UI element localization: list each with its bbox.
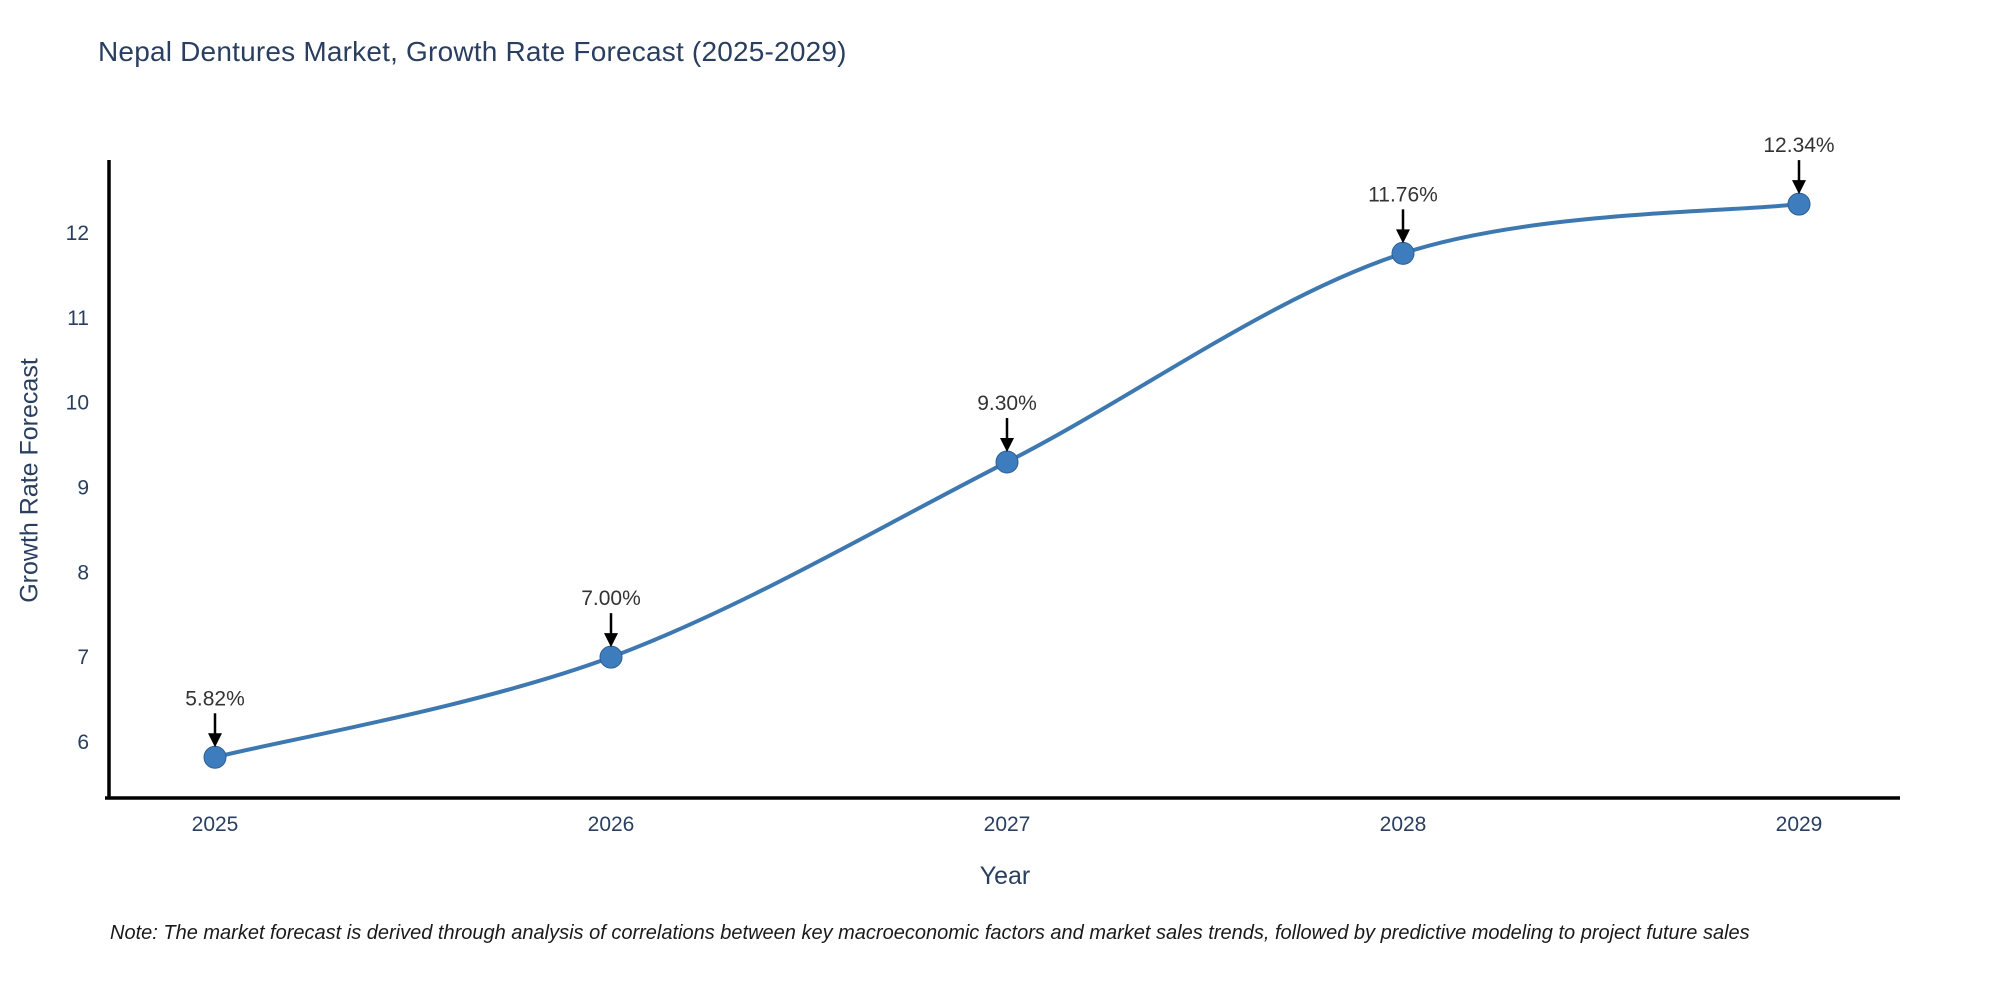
x-tick-label-2026: 2026 (588, 813, 635, 836)
y-tick-label-6: 6 (77, 731, 89, 754)
annotation-arrow-head (1792, 180, 1806, 195)
point-annotation-2027: 9.30% (977, 392, 1037, 415)
data-point-marker-2025 (203, 745, 227, 769)
data-point-marker-2029 (1787, 192, 1811, 216)
x-tick-label-2028: 2028 (1380, 813, 1427, 836)
annotation-arrow-head (1396, 229, 1410, 244)
y-tick-label-10: 10 (66, 392, 89, 415)
y-tick-label-7: 7 (77, 646, 89, 669)
x-tick-label-2027: 2027 (984, 813, 1031, 836)
y-tick-label-8: 8 (77, 561, 89, 584)
point-annotation-2029: 12.34% (1763, 134, 1834, 157)
x-tick-label-2029: 2029 (1776, 813, 1823, 836)
data-point-marker-2026 (599, 645, 623, 669)
annotation-arrow-head (208, 733, 222, 748)
footnote-text: Note: The market forecast is derived thr… (110, 922, 1750, 944)
point-annotation-2026: 7.00% (581, 587, 641, 610)
x-tick-label-2025: 2025 (192, 813, 239, 836)
forecast-line (213, 202, 1801, 760)
y-tick-label-9: 9 (77, 476, 89, 499)
point-annotation-2025: 5.82% (185, 687, 245, 710)
y-tick-label-12: 12 (66, 222, 89, 245)
data-point-marker-2027 (995, 450, 1019, 474)
annotation-arrow-head (1000, 438, 1014, 453)
annotation-arrow-head (604, 633, 618, 648)
x-axis-title: Year (979, 862, 1031, 890)
chart-title: Nepal Dentures Market, Growth Rate Forec… (98, 36, 847, 67)
y-tick-label-11: 11 (67, 307, 89, 330)
point-annotation-2028: 11.76% (1368, 183, 1438, 206)
data-point-marker-2028 (1391, 241, 1415, 265)
